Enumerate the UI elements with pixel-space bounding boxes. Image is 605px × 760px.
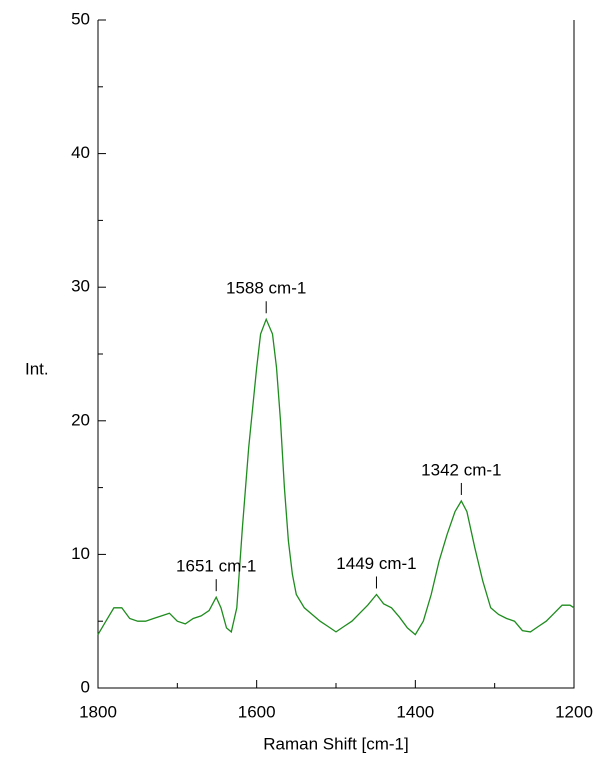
annotation-label: 1588 cm-1 [226, 279, 306, 298]
x-axis-label: Raman Shift [cm-1] [263, 734, 409, 753]
y-axis-label: Int. [25, 359, 49, 378]
y-tick-label: 20 [71, 410, 90, 429]
y-tick-label: 0 [81, 677, 90, 696]
x-tick-label: 1800 [79, 702, 117, 721]
x-tick-label: 1200 [555, 702, 593, 721]
y-tick-label: 30 [71, 277, 90, 296]
annotation-label: 1342 cm-1 [421, 460, 501, 479]
y-tick-label: 40 [71, 143, 90, 162]
x-tick-label: 1400 [396, 702, 434, 721]
annotation-label: 1449 cm-1 [336, 554, 416, 573]
y-tick-label: 10 [71, 544, 90, 563]
x-tick-label: 1600 [238, 702, 276, 721]
annotation-label: 1651 cm-1 [176, 557, 256, 576]
spectrum-line [97, 317, 575, 636]
axis-frame [97, 20, 575, 689]
y-tick-label: 50 [71, 9, 90, 28]
